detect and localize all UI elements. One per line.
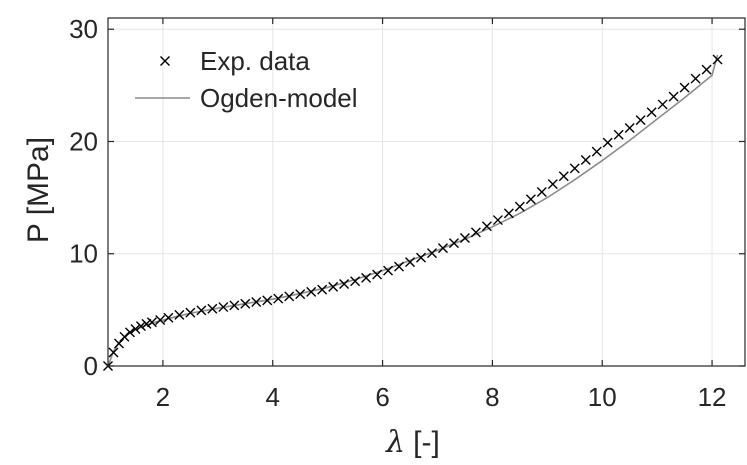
data-point-exp — [580, 155, 591, 166]
data-point-exp — [284, 291, 295, 302]
data-point-exp — [426, 248, 437, 259]
data-point-exp — [558, 171, 569, 182]
x-tick-label: 10 — [588, 382, 617, 412]
data-point-exp — [547, 179, 558, 190]
data-point-exp — [317, 284, 328, 295]
data-point-exp — [657, 99, 668, 110]
data-point-exp — [130, 323, 141, 334]
x-axis-label-unit: [-] — [413, 426, 440, 459]
data-point-exp — [624, 123, 635, 134]
data-point-exp — [174, 309, 185, 320]
data-point-exp — [503, 208, 514, 219]
data-point-exp — [141, 318, 152, 329]
data-point-exp — [273, 293, 284, 304]
data-point-exp — [690, 73, 701, 84]
data-point-exp — [712, 54, 723, 65]
data-point-exp — [536, 187, 547, 197]
data-point-exp — [108, 347, 119, 358]
plot-frame — [107, 17, 746, 367]
data-point-exp — [163, 312, 174, 323]
data-point-exp — [339, 279, 350, 290]
x-tick-label: 2 — [156, 382, 170, 412]
data-point-exp — [492, 215, 503, 226]
data-point-exp — [569, 163, 580, 174]
data-point-exp — [196, 305, 207, 316]
data-point-exp — [361, 272, 372, 283]
data-point-exp — [113, 338, 124, 349]
data-point-exp — [240, 298, 251, 309]
y-axis-label-text: P [MPa] — [22, 137, 55, 243]
data-point-exp — [416, 252, 427, 263]
y-tick-label: 20 — [69, 126, 98, 156]
data-point-exp — [591, 146, 602, 157]
data-point-exp — [229, 300, 240, 311]
data-point-exp — [155, 314, 166, 325]
y-tick-label: 0 — [84, 351, 98, 381]
data-point-exp — [602, 137, 613, 148]
data-point-exp — [262, 295, 273, 306]
legend-marker-x — [160, 56, 170, 66]
data-point-exp — [459, 233, 470, 244]
x-tick-label: 12 — [698, 382, 727, 412]
y-axis-label: P [MPa] — [22, 137, 55, 243]
data-point-exp — [372, 269, 383, 280]
data-point-exp — [394, 261, 405, 272]
data-point-exp — [701, 64, 712, 75]
data-point-exp — [328, 281, 339, 292]
legend-label-ogden-model: Ogden-model — [200, 83, 358, 113]
data-point-exp — [124, 327, 135, 338]
legend-item-ogden-model: Ogden-model — [135, 83, 358, 113]
data-point-exp — [635, 115, 646, 126]
x-tick-label: 6 — [375, 382, 389, 412]
data-point-exp — [679, 82, 690, 93]
data-point-exp — [470, 227, 481, 238]
x-axis-label-symbol: λ — [385, 425, 405, 460]
data-point-exp — [306, 286, 317, 297]
y-tick-label: 30 — [69, 14, 98, 44]
plot-series — [103, 54, 723, 371]
data-point-exp — [350, 276, 361, 287]
data-point-exp — [514, 201, 525, 212]
data-point-exp — [218, 302, 229, 313]
data-point-exp — [383, 265, 394, 276]
data-point-exp — [135, 321, 146, 332]
x-tick-label: 4 — [266, 382, 280, 412]
x-axis-label: λ [-] — [385, 425, 440, 460]
data-point-exp — [481, 221, 492, 232]
x-tick-label: 8 — [485, 382, 499, 412]
axes: 2 4 6 8 10 12 0 10 20 30 — [69, 14, 746, 412]
data-point-exp — [437, 243, 448, 254]
data-point-exp — [646, 107, 657, 118]
y-tick-label: 10 — [69, 239, 98, 269]
data-point-exp — [295, 289, 306, 300]
series-line-ogden-model — [107, 54, 719, 367]
data-point-exp — [207, 303, 218, 314]
data-point-exp — [185, 307, 196, 318]
data-point-exp — [613, 129, 624, 140]
legend-item-exp-data: Exp. data — [160, 46, 310, 76]
data-point-exp — [251, 297, 262, 308]
data-point-exp — [668, 91, 679, 102]
legend-label-exp-data: Exp. data — [200, 46, 310, 76]
data-point-exp — [448, 238, 459, 249]
legend: Exp. data Ogden-model — [135, 46, 358, 113]
data-point-exp — [146, 317, 157, 328]
data-point-exp — [119, 331, 130, 342]
data-point-exp — [405, 257, 416, 268]
data-point-exp — [525, 194, 536, 205]
legend-marker-stroke — [160, 56, 170, 66]
